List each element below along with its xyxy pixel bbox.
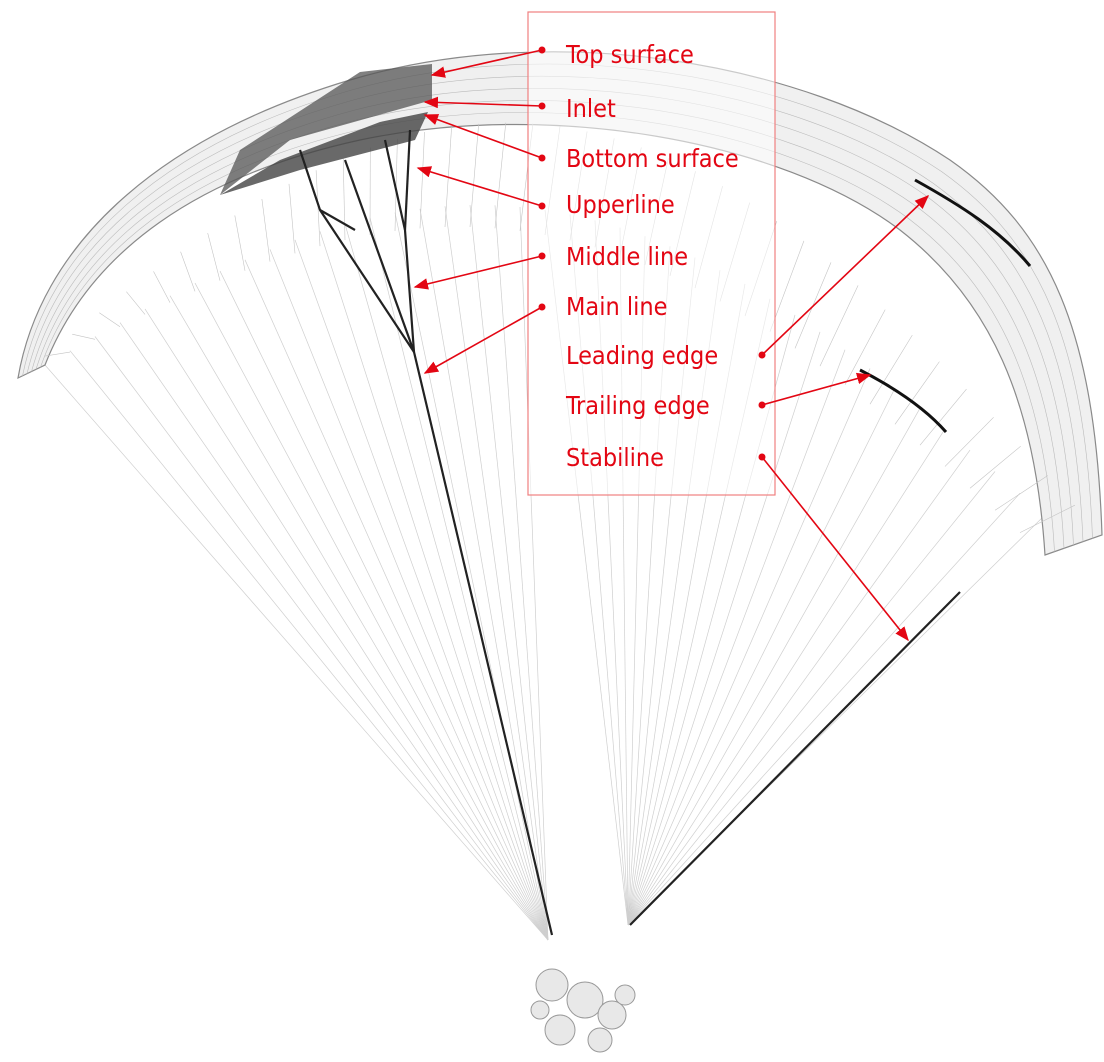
suspension-line (270, 249, 548, 940)
canopy-rib (343, 158, 345, 240)
suspension-line (95, 337, 548, 940)
suspension-line (245, 260, 548, 940)
label: Main line (566, 292, 667, 321)
label: Middle line (566, 242, 688, 271)
label: Trailing edge (565, 391, 710, 420)
trailing-edge-line (860, 370, 946, 432)
callout-arrow (762, 196, 928, 355)
suspension-line (45, 365, 548, 940)
canopy-rib (289, 184, 295, 253)
canopy-rib (970, 446, 1021, 488)
label: Leading edge (566, 341, 718, 370)
canopy-rib (870, 335, 912, 404)
canopy-rib (235, 215, 245, 270)
suspension-line (70, 351, 548, 940)
callout-dot (539, 203, 546, 210)
canopy-rib (99, 313, 120, 327)
suspension-line (145, 309, 548, 940)
callout-dot (539, 47, 546, 54)
canopy-rib (495, 123, 506, 229)
pilot (531, 969, 635, 1052)
canopy-rib (820, 285, 858, 366)
suspension-line (320, 231, 548, 940)
canopy-rib (470, 124, 479, 227)
suspension-line (628, 450, 970, 925)
callout-dot (759, 402, 766, 409)
callout-dot (759, 352, 766, 359)
callout-dot (759, 454, 766, 461)
callout-arrow (425, 307, 542, 373)
callout-dot (539, 155, 546, 162)
suspension-line (628, 472, 995, 925)
label: Bottom surface (566, 144, 739, 173)
callout-dot (539, 304, 546, 311)
label: Inlet (566, 94, 616, 123)
canopy-rib (420, 132, 425, 228)
canopy-rib (181, 252, 195, 292)
suspension-line (220, 271, 548, 940)
canopy-rib (72, 334, 95, 339)
suspension-line (195, 283, 548, 940)
label: Stabiline (566, 443, 664, 472)
callout-dot (539, 253, 546, 260)
canopy-rib (262, 199, 270, 262)
suspension-line (345, 224, 548, 940)
canopy-rib (126, 292, 145, 315)
callout-arrow (762, 457, 908, 640)
canopy-rib (154, 271, 171, 302)
label: Upperline (566, 190, 675, 219)
diagram: Top surface Inlet Bottom surface Upperline M… (0, 0, 1104, 1062)
callout-dot (539, 103, 546, 110)
canopy-rib (920, 389, 967, 445)
canopy-rib (208, 233, 220, 281)
suspension-line (295, 240, 548, 940)
suspension-line (120, 323, 548, 940)
canopy-rib (945, 417, 994, 466)
suspension-line (628, 429, 945, 925)
suspension-line (395, 213, 548, 940)
label: Top surface (565, 40, 694, 69)
callout-arrow (418, 168, 542, 206)
callout-arrow (762, 375, 870, 405)
